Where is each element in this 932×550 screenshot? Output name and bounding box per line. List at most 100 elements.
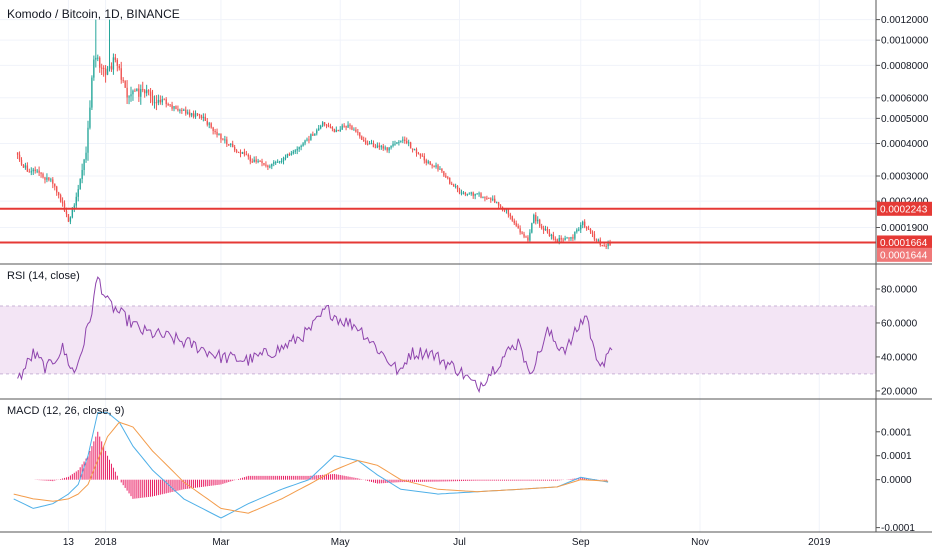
candle-body: [402, 139, 404, 141]
time-tick-label: Mar: [212, 537, 230, 548]
candle-body: [226, 139, 228, 145]
candle-body: [321, 122, 324, 126]
candle-body: [364, 140, 367, 144]
candle-body: [188, 112, 191, 116]
last-price-tag: [877, 247, 932, 262]
candle-body: [593, 233, 596, 240]
candle-body: [134, 90, 136, 92]
candle-body: [286, 154, 289, 158]
candle-body: [71, 207, 74, 218]
candle-body: [566, 237, 568, 239]
candle-body: [138, 88, 140, 97]
macd-tick-label: -0.0001: [881, 523, 915, 534]
macd-tick-label: 0.0001: [881, 451, 912, 462]
candle-body: [384, 147, 386, 149]
signal-line: [13, 421, 609, 514]
candle-body: [556, 239, 558, 243]
candle-body: [142, 89, 144, 91]
candle-body: [548, 232, 551, 237]
candle-body: [574, 231, 576, 239]
candle-body: [161, 99, 163, 103]
candle-body: [206, 120, 208, 125]
chart-title: Komodo / Bitcoin, 1D, BINANCE: [7, 7, 180, 21]
candle-body: [259, 160, 261, 162]
rsi-pane[interactable]: [0, 276, 876, 394]
price-pane[interactable]: [0, 19, 876, 250]
candle-body: [30, 171, 32, 173]
candle-body: [36, 170, 38, 172]
candle-body: [18, 154, 21, 160]
candle-body: [308, 139, 310, 141]
time-tick-label: 2019: [808, 537, 831, 548]
time-axis[interactable]: 13 2018 Mar May Jul Sep Nov 2019: [63, 537, 831, 548]
time-tick-label: Nov: [691, 537, 709, 548]
grid-lines: [0, 0, 876, 532]
price-tick-label: 0.0012000: [881, 15, 929, 26]
candle-body: [503, 209, 506, 211]
rsi-line: [17, 276, 613, 394]
candle-body: [265, 164, 267, 166]
candle-body: [263, 163, 265, 165]
candle-body: [275, 162, 277, 164]
candle-body: [192, 113, 195, 117]
candle-body: [212, 127, 214, 131]
candle-body: [52, 179, 54, 184]
candle-body: [576, 229, 578, 232]
candle-body: [359, 132, 361, 137]
candle-body: [208, 123, 210, 125]
candle-body: [67, 214, 70, 222]
candle-body: [396, 142, 398, 144]
candle-body: [253, 159, 255, 162]
candle-body: [564, 237, 566, 241]
candle-body: [609, 242, 611, 246]
candle-body: [316, 130, 318, 134]
candle-body: [331, 126, 334, 129]
candle-body: [149, 91, 152, 96]
rsi-tick-label: 60.0000: [881, 318, 918, 329]
candle-body: [230, 143, 232, 145]
candle-body: [282, 157, 285, 161]
candle-body: [468, 193, 470, 195]
candle-body: [61, 201, 64, 204]
candle-body: [607, 242, 609, 247]
candle-body: [120, 68, 122, 80]
candle-body: [306, 139, 308, 141]
candle-body: [97, 57, 99, 59]
candle-body: [251, 161, 253, 163]
candle-body: [122, 79, 124, 81]
candle-body: [540, 226, 543, 229]
candle-body: [79, 179, 81, 190]
candle-body: [550, 234, 553, 237]
candle-body: [519, 228, 521, 233]
candle-body: [318, 128, 320, 131]
candle-body: [112, 57, 115, 70]
candle-body: [452, 184, 455, 187]
candle-body: [531, 223, 533, 233]
candle-body: [570, 237, 572, 239]
candle-body: [110, 66, 113, 70]
candle-body: [69, 217, 72, 222]
candle-body: [527, 237, 529, 241]
candle-body: [486, 197, 488, 199]
macd-pane[interactable]: [13, 412, 609, 519]
candle-body: [382, 146, 384, 149]
candle-body: [310, 134, 312, 140]
candle-body: [140, 89, 142, 97]
candle-body: [462, 192, 465, 194]
candle-body: [294, 150, 296, 152]
level-price-tag: [877, 201, 932, 216]
candle-body: [56, 186, 58, 193]
candle-body: [222, 139, 224, 141]
candle-body: [284, 157, 287, 159]
candle-body: [261, 161, 263, 164]
candle-body: [325, 124, 328, 126]
candle-body: [353, 129, 355, 131]
candle-body: [470, 192, 472, 194]
candle-body: [374, 147, 377, 149]
price-axis[interactable]: 0.0012000 0.0010000 0.0008000 0.0006000 0.00…: [876, 15, 932, 534]
candle-body: [16, 152, 19, 155]
candle-body: [460, 192, 463, 194]
candle-body: [257, 160, 259, 162]
time-tick-label: May: [331, 537, 350, 548]
